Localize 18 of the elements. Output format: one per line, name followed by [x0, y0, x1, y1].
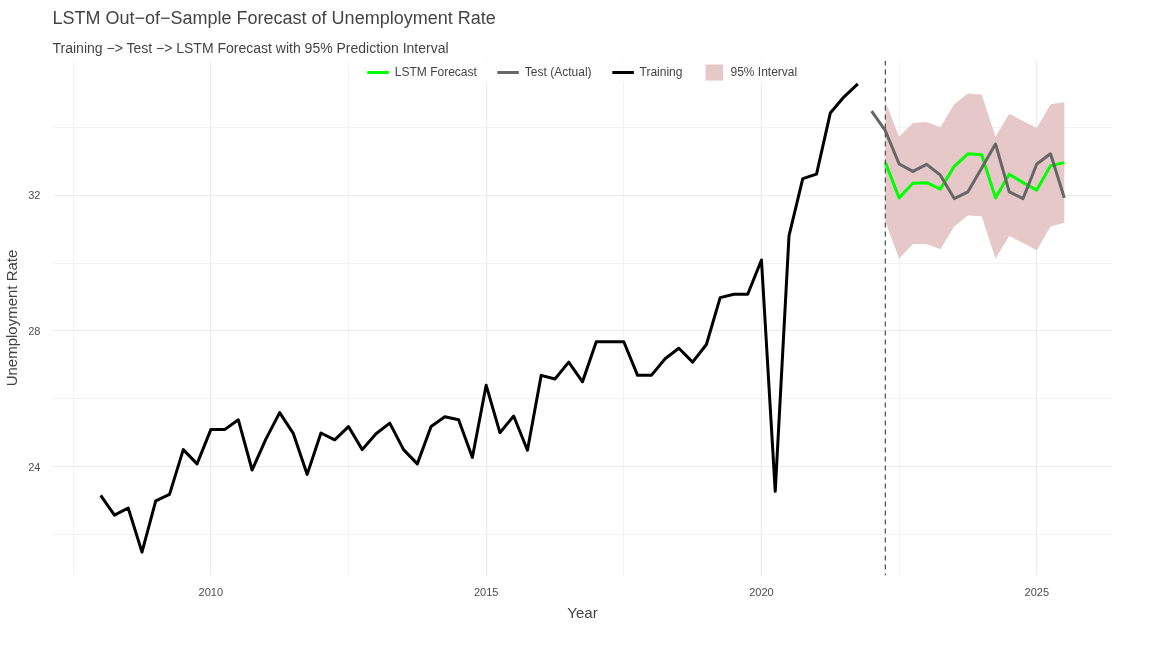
- y-tick-label: 24: [28, 460, 41, 473]
- chart-title: LSTM Out−of−Sample Forecast of Unemployment Rate: [52, 7, 496, 28]
- x-tick-label: 2025: [1024, 585, 1050, 598]
- legend-label: LSTM Forecast: [394, 65, 477, 79]
- y-tick-label: 32: [28, 189, 41, 202]
- legend-label: Test (Actual): [524, 65, 592, 79]
- line-series: [883, 152, 1066, 200]
- x-tick-label: 2020: [749, 585, 774, 598]
- x-tick-label: 2015: [473, 585, 499, 598]
- x-axis-title: Year: [567, 603, 598, 621]
- y-tick-label: 28: [28, 324, 41, 337]
- legend-label: Training: [639, 65, 683, 79]
- y-axis-title: Unemployment Rate: [3, 249, 21, 387]
- legend-label: 95% Interval: [730, 65, 798, 79]
- line-series: [99, 82, 860, 554]
- line-series: [870, 109, 1066, 201]
- x-tick-label: 2010: [198, 585, 224, 598]
- chart-subtitle: Training −> Test −> LSTM Forecast with 95% Prediction Interval: [52, 39, 449, 56]
